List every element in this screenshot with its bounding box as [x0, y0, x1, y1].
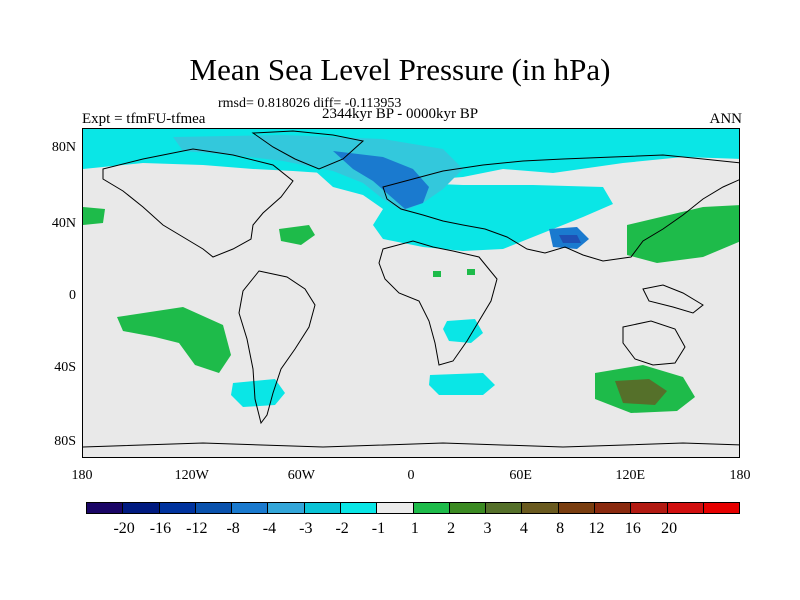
colorbar-box — [522, 503, 559, 513]
colorbar-label: 1 — [410, 520, 419, 537]
colorbar-label: -4 — [262, 520, 277, 537]
colorbar-label: -1 — [371, 520, 386, 537]
negative-anomaly-core — [559, 235, 581, 243]
positive-anomaly-strong — [615, 379, 667, 405]
colorbar-label: 4 — [519, 520, 528, 537]
colorbar-box — [268, 503, 305, 513]
experiment-label: Expt = tfmFU-tfmea — [82, 111, 206, 127]
colorbar-box — [340, 503, 378, 513]
colorbar-box — [558, 503, 595, 513]
colorbar-box — [304, 503, 341, 513]
colorbar-box — [232, 503, 269, 513]
x-tick-label: 120W — [174, 468, 209, 483]
colorbar-label: 2 — [447, 520, 456, 537]
y-tick-label: 40S — [54, 360, 76, 375]
colorbar-label: 8 — [556, 520, 565, 537]
colorbar-box — [667, 503, 704, 513]
x-tick-label: 0 — [407, 468, 415, 483]
colorbar-label: -8 — [226, 520, 240, 537]
colorbar-box — [703, 503, 740, 513]
colorbar-label: 3 — [483, 520, 492, 537]
colorbar-box — [413, 503, 450, 513]
colorbar-label: 20 — [661, 520, 678, 537]
period-label: 2344kyr BP - 0000kyr BP — [322, 106, 479, 122]
colorbar-label: 16 — [624, 520, 641, 537]
colorbar-label: -2 — [335, 520, 349, 537]
colorbar-label: 12 — [588, 520, 605, 537]
colorbar-label: -20 — [113, 520, 135, 537]
colorbar-box — [195, 503, 233, 513]
colorbar-label: -16 — [149, 520, 172, 537]
colorbar-box — [87, 503, 124, 513]
season-label: ANN — [709, 111, 743, 127]
y-tick-label: 80S — [54, 434, 76, 449]
map-svg — [83, 129, 739, 448]
chart-title: Mean Sea Level Pressure (in hPa) — [189, 52, 611, 87]
y-tick-label: 40N — [51, 216, 76, 231]
x-tick-label: 180 — [71, 468, 93, 483]
colorbar-box — [449, 503, 487, 513]
colorbar-box — [377, 503, 414, 513]
x-tick-label: 60W — [287, 468, 315, 483]
colorbar — [86, 502, 740, 514]
colorbar-label: -12 — [186, 520, 208, 537]
y-tick-label: 0 — [69, 288, 76, 303]
colorbar-box — [594, 503, 632, 513]
x-tick-label: 60E — [509, 468, 532, 483]
x-tick-label: 180 — [729, 468, 751, 483]
y-tick-label: 80N — [51, 140, 76, 155]
x-tick-label: 120E — [615, 468, 646, 483]
coastlines — [83, 130, 739, 448]
colorbar-box — [123, 503, 160, 513]
colorbar-box — [631, 503, 668, 513]
stats-label: rmsd= 0.818026 diff= -0.113953 — [218, 96, 402, 111]
map-panel — [82, 128, 740, 458]
colorbar-label: -3 — [299, 520, 313, 537]
colorbar-box — [159, 503, 196, 513]
colorbar-box — [486, 503, 523, 513]
